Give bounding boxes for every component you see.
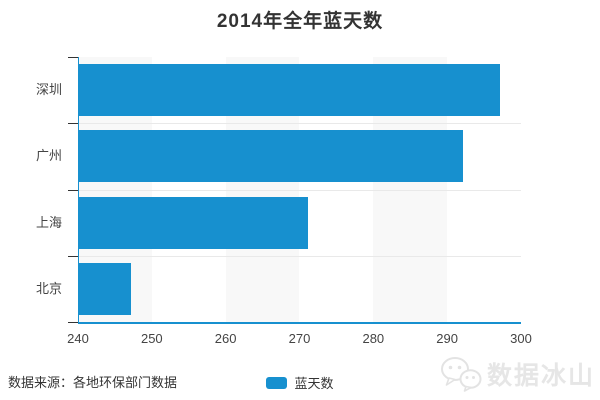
watermark: 数据冰山 xyxy=(440,356,595,392)
x-axis-label-240: 240 xyxy=(67,331,89,346)
data-source-note: 数据来源：各地环保部门数据 xyxy=(8,375,178,390)
y-axis-label-1: 广州 xyxy=(35,148,62,164)
wechat-icon xyxy=(440,357,482,392)
bar-row-2[interactable] xyxy=(79,196,308,249)
plot-area xyxy=(78,57,521,322)
x-axis-line xyxy=(78,322,521,324)
y-axis-line xyxy=(78,57,79,322)
legend-swatch[interactable] xyxy=(266,376,288,389)
x-axis-label-270: 270 xyxy=(288,331,311,346)
chart-title: 2014年全年蓝天数 xyxy=(216,11,384,32)
y-axis-tick xyxy=(68,255,78,257)
grid-line xyxy=(78,189,521,191)
bar-row-0[interactable] xyxy=(79,64,500,117)
legend-label: 蓝天数 xyxy=(294,376,334,391)
y-axis-label-3: 北京 xyxy=(35,280,62,296)
legend-item[interactable]: 蓝天数 xyxy=(0,373,600,392)
x-axis-label-260: 260 xyxy=(214,331,237,346)
grid-line xyxy=(78,255,521,257)
bar-row-3[interactable] xyxy=(79,262,131,315)
watermark-text: 数据冰山 xyxy=(486,362,595,390)
y-axis-tick xyxy=(68,123,78,125)
y-axis-label-2: 上海 xyxy=(35,214,62,230)
y-axis-tick xyxy=(68,322,78,323)
y-axis-tick xyxy=(68,189,78,191)
x-axis-label-290: 290 xyxy=(436,331,458,346)
y-axis-label-0: 深圳 xyxy=(35,82,62,98)
y-axis-tick xyxy=(68,57,78,58)
x-axis-label-250: 250 xyxy=(140,331,163,346)
x-axis-label-300: 300 xyxy=(510,331,532,346)
bar-row-1[interactable] xyxy=(79,130,463,183)
grid-line xyxy=(78,123,521,125)
x-axis-label-280: 280 xyxy=(362,331,385,346)
